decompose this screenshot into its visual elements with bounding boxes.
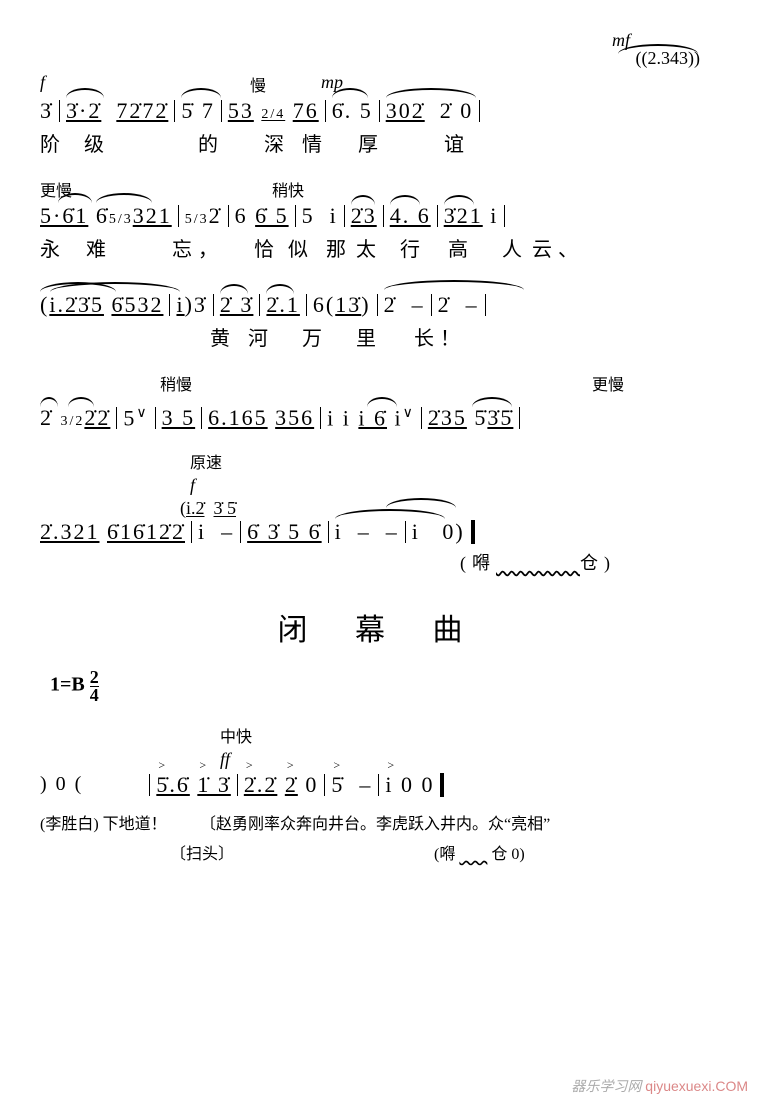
barline [213, 294, 214, 316]
barline [149, 774, 150, 796]
tempo-man: 慢 [250, 72, 266, 96]
system1-lyrics: 阶 级 的 深 情 厚 谊 [40, 128, 720, 157]
barline [237, 774, 238, 796]
double-barline [440, 773, 444, 797]
double-barline [471, 520, 475, 544]
barline [169, 294, 170, 316]
tempo-gengman2: 更慢 [592, 371, 624, 395]
system-4: 稍慢 更慢 2̇ 3/22̇2̇ 5∨ 3 5 6.165 356 i i i … [40, 371, 720, 431]
system2-notes: 5·6̇1 6̇5/3321 5/32̇ 6 6̇ 5 5 i 2̇3 4. 6… [40, 203, 720, 229]
barline [437, 205, 438, 227]
barline [116, 407, 117, 429]
barline [431, 294, 432, 316]
barline [320, 407, 321, 429]
gong-text: (嘚 仓) [460, 549, 616, 575]
barline [59, 100, 60, 122]
system4-notes: 2̇ 3/22̇2̇ 5∨ 3 5 6.165 356 i i i 6̇ i∨ … [40, 405, 720, 431]
barline [383, 205, 384, 227]
barline [485, 294, 486, 316]
system3-lyrics: 黄 河 万 里 长！ [40, 322, 720, 351]
intro-paren: ) 0 ( [40, 773, 83, 796]
system2-lyrics: 永 难 忘， 恰 似 那 太 行 高 人 云、 [40, 233, 720, 262]
key-signature: 1=B 24 [50, 669, 720, 702]
barline [519, 407, 520, 429]
barline [379, 100, 380, 122]
stage-directions: (李胜白) 下地道！ 〔赵勇刚率众奔向井台。李虎跃入井内。众“亮相” 〔扫头〕 … [40, 810, 720, 864]
barline [378, 774, 379, 796]
barline [324, 774, 325, 796]
barline [405, 521, 406, 543]
system1-notes: 3̇ 3̇·2̇ 72̇72̇ 5̇ 7 53 2/4 76 6̇. 5 302… [40, 98, 720, 124]
barline [328, 521, 329, 543]
system-3: (i.2̇3̇5 6̇532 i)3̇ 2̇ 3̇ 2̇.1 6(13̇) 2̇… [40, 282, 720, 351]
system5-bottom: (嘚 仓) [460, 549, 720, 575]
barline [221, 100, 222, 122]
closing-title: 闭 幕 曲 [40, 605, 720, 649]
tempo-shaoman: 稍慢 [160, 371, 192, 395]
barline [344, 205, 345, 227]
tempo-shaokuai: 稍快 [272, 177, 304, 201]
barline [479, 100, 480, 122]
stage-right: 〔赵勇刚率众奔向井台。李虎跃入井内。众“亮相” [200, 810, 550, 834]
dynamic-ff: ff [220, 749, 230, 770]
closing-system: 中快 ff ) 0 ( 5̇.6̇ 1̇ 3̇ 2̇.2̇ 2̇ 0 5̇ – … [40, 723, 720, 798]
barline [174, 100, 175, 122]
barline [504, 205, 505, 227]
tempo-yuansu: 原速 [190, 449, 222, 473]
closing-notes: ) 0 ( 5̇.6̇ 1̇ 3̇ 2̇.2̇ 2̇ 0 5̇ – i 0 0 [40, 772, 720, 798]
stage-mid: 〔扫头〕 [170, 840, 234, 864]
barline [178, 205, 179, 227]
barline [228, 205, 229, 227]
dynamic-f2: f [190, 475, 195, 496]
grace-notes-sys5: (i.2̇ 3̇ 5̇ [180, 498, 720, 519]
barline [155, 407, 156, 429]
system-1: f 慢 mp 3̇ 3̇·2̇ 72̇72̇ 5̇ 7 53 2/4 76 6̇… [40, 72, 720, 157]
system5-notes: 2̇.321 6̇16̇12̇2̇ i – 6̇ 3̇ 5 6̇ i – – i… [40, 519, 720, 545]
system-2: 更慢 稍快 5·6̇1 6̇5/3321 5/32̇ 6 6̇ 5 5 i 2̇… [40, 177, 720, 262]
barline [201, 407, 202, 429]
note-bar: 3̇ [40, 98, 53, 124]
barline [240, 521, 241, 543]
stage-bottom-paren: (嘚 仓 0) [434, 840, 525, 864]
barline [191, 521, 192, 543]
barline [306, 294, 307, 316]
watermark: 器乐学习网 qiyuexuexi.COM [571, 1076, 748, 1096]
system-5: 原速 f (i.2̇ 3̇ 5̇ 2̇.321 6̇16̇12̇2̇ i – 6… [40, 449, 720, 575]
system3-notes: (i.2̇3̇5 6̇532 i)3̇ 2̇ 3̇ 2̇.1 6(13̇) 2̇… [40, 292, 720, 318]
barline [325, 100, 326, 122]
stage-left: (李胜白) 下地道！ [40, 810, 200, 834]
barline [295, 205, 296, 227]
barline [421, 407, 422, 429]
barline [259, 294, 260, 316]
dynamic-f: f [40, 72, 45, 96]
tempo-zhongkuai: 中快 [220, 723, 252, 747]
barline [377, 294, 378, 316]
